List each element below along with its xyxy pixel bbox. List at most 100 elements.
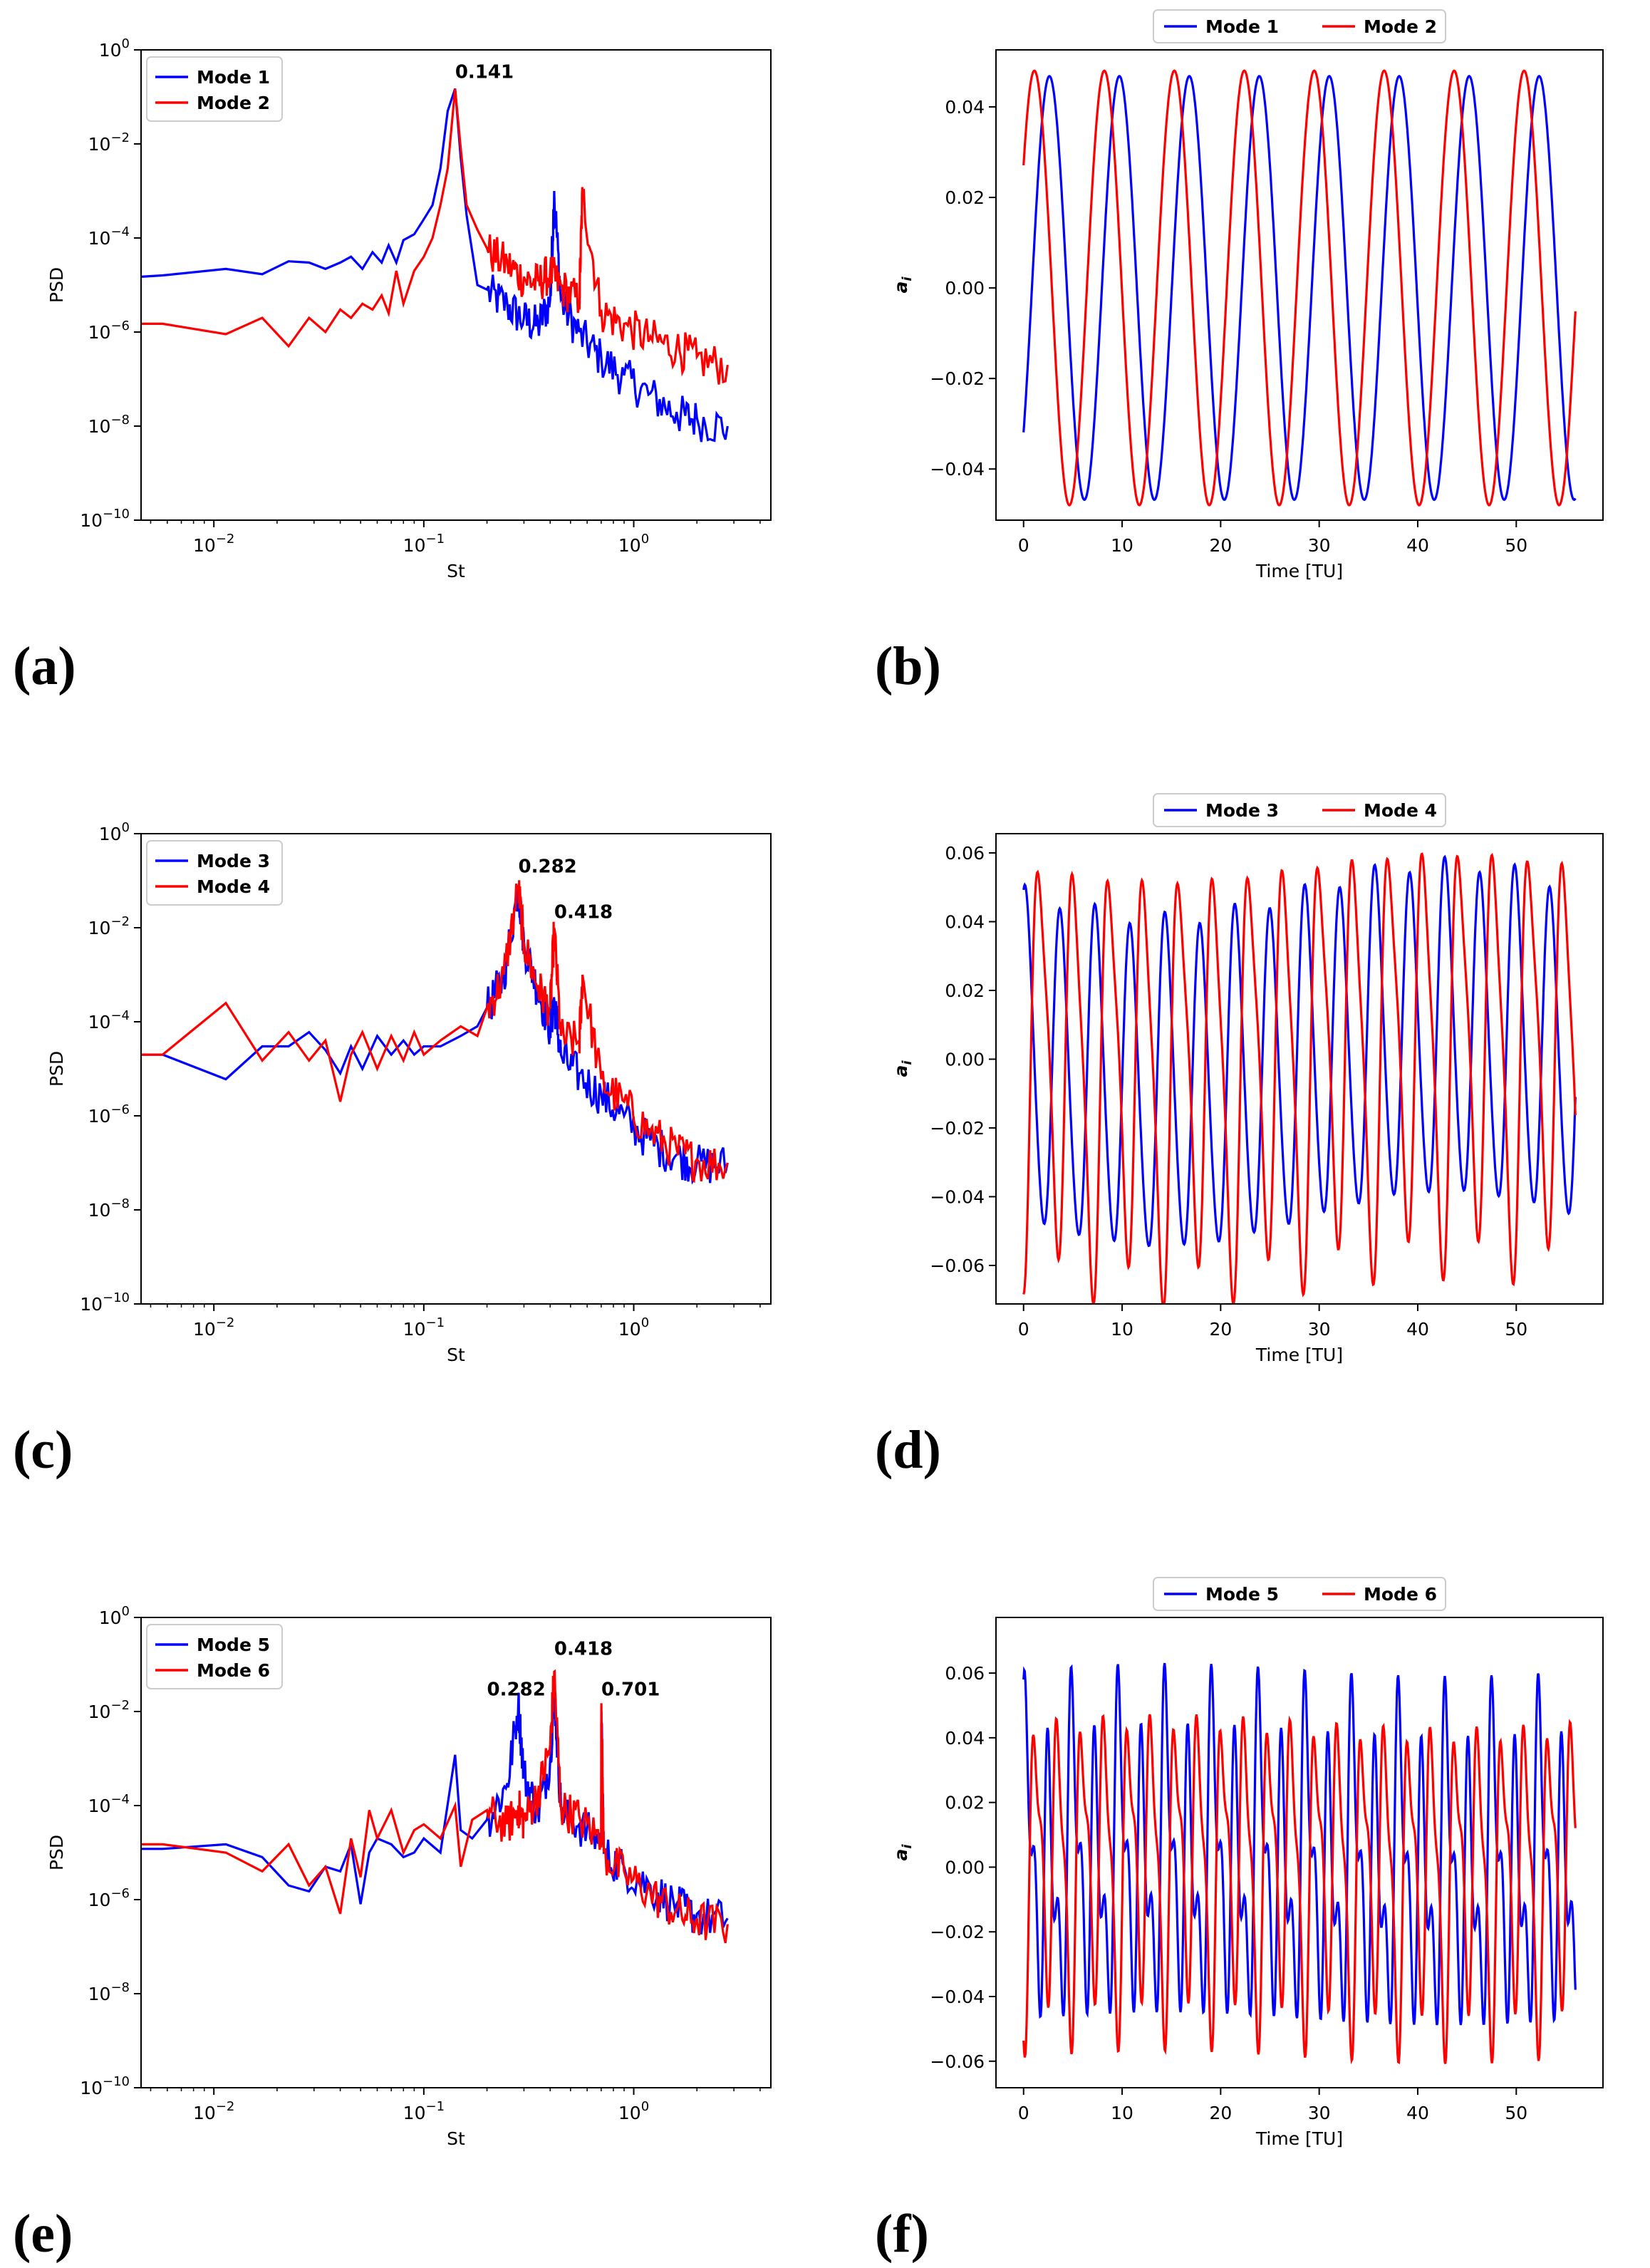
tick-exponent: −1 — [425, 2099, 445, 2114]
tick-exponent: 0 — [641, 532, 649, 547]
tick-exponent: −2 — [216, 532, 235, 547]
tick-exponent: −2 — [216, 1315, 235, 1330]
axes-frame — [995, 49, 1604, 521]
y-tick-label: −0.06 — [930, 2051, 985, 2072]
x-tick-label: 40 — [1406, 1319, 1429, 1340]
legend: Mode 1 Mode 2 — [146, 56, 283, 122]
y-tick-label: 0.04 — [945, 1728, 985, 1749]
series-line-mode-6 — [141, 1669, 729, 1944]
tick-base: 10 — [80, 1294, 103, 1315]
panel-a: 10−2 10−1 10010−1010−810−610−410−2100StPSD… — [13, 36, 772, 696]
y-tick-label: 10−10 — [80, 1290, 130, 1315]
panel-f: 0 10 20 30 40 50 −0.06 −0.04 −0.02 0.00 0.02 0.04 0.… — [875, 1577, 1604, 2264]
tick-base: 10 — [618, 535, 641, 556]
tick-base: 10 — [88, 918, 111, 938]
y-label-sub: i — [900, 1060, 915, 1065]
y-tick-label: −0.04 — [930, 459, 985, 480]
x-tick-label: 10 — [1111, 2103, 1133, 2123]
panel-label: (e) — [13, 2204, 73, 2264]
tick-base: 10 — [88, 322, 111, 343]
legend-box — [1153, 793, 1446, 827]
x-tick-label: 30 — [1308, 2103, 1331, 2123]
series-line-mode-1 — [1022, 74, 1577, 502]
series-line-mode-6 — [1022, 1714, 1577, 2065]
tick-base: 10 — [618, 1319, 641, 1340]
tick-base: 10 — [88, 1106, 111, 1127]
legend: Mode 1 Mode 2 — [1153, 9, 1446, 43]
panel-b: 0 10 20 30 40 50 −0.04 −0.02 0.00 0.02 0.04 Time [T… — [875, 9, 1604, 696]
y-tick-label: 100 — [99, 36, 130, 61]
tick-exponent: 0 — [122, 820, 130, 835]
tick-exponent: −4 — [110, 224, 130, 239]
legend-label: Mode 1 — [1205, 16, 1279, 37]
x-tick-label: 100 — [618, 532, 649, 556]
y-tick-label: 10−8 — [88, 413, 130, 437]
x-tick-label: 20 — [1209, 2103, 1232, 2123]
y-axis-label: PSD — [46, 1835, 67, 1870]
x-tick-label: 10−2 — [193, 532, 234, 556]
x-tick-label: 50 — [1505, 1319, 1527, 1340]
peak-annotation: 0.418 — [554, 902, 613, 923]
panel-label: (c) — [13, 1420, 73, 1480]
legend-box — [1153, 1577, 1446, 1611]
tick-base: 10 — [88, 134, 111, 155]
axes-frame — [140, 49, 772, 521]
y-tick-label: −0.02 — [930, 1118, 985, 1139]
tick-exponent: −8 — [110, 413, 130, 428]
x-tick-label: 20 — [1209, 535, 1232, 556]
legend-box — [1153, 9, 1446, 43]
y-tick-label: −0.06 — [930, 1255, 985, 1276]
panel-label: (f) — [875, 2204, 929, 2264]
tick-base: 10 — [99, 1607, 122, 1628]
x-tick-label: 50 — [1505, 535, 1527, 556]
y-tick-label: 10−2 — [88, 130, 130, 155]
tick-base: 10 — [618, 2103, 641, 2123]
y-axis-label: PSD — [46, 267, 67, 303]
tick-exponent: −8 — [110, 1196, 130, 1211]
legend-label: Mode 6 — [1364, 1584, 1437, 1605]
tick-base: 10 — [88, 1796, 111, 1816]
tick-base: 10 — [403, 535, 426, 556]
tick-base: 10 — [99, 824, 122, 844]
tick-exponent: 0 — [641, 1315, 649, 1330]
legend-box — [146, 840, 283, 906]
y-tick-label: −0.02 — [930, 1922, 985, 1942]
y-tick-label: −0.04 — [930, 1987, 985, 2007]
tick-base: 10 — [99, 40, 122, 61]
tick-exponent: −6 — [110, 319, 130, 333]
legend-label: Mode 1 — [197, 67, 270, 88]
tick-base: 10 — [88, 1200, 111, 1221]
legend-label: Mode 3 — [1205, 800, 1279, 821]
y-tick-label: 0.00 — [945, 1857, 985, 1878]
y-tick-label: 0.06 — [945, 843, 985, 864]
x-tick-label: 0 — [1018, 1319, 1029, 1340]
legend-label: Mode 2 — [1364, 16, 1437, 37]
y-label-base: a — [891, 1065, 911, 1077]
peak-annotation: 0.418 — [554, 1639, 613, 1660]
series-line-mode-3 — [1022, 854, 1577, 1248]
x-tick-label: 100 — [618, 1315, 649, 1340]
series-line-mode-2 — [1022, 69, 1577, 507]
legend: Mode 5 Mode 6 — [1153, 1577, 1446, 1611]
y-tick-label: 10−8 — [88, 1980, 130, 2004]
panel-d: 0 10 20 30 40 50 −0.06 −0.04 −0.02 0.00 0.02 0.04 0.… — [875, 793, 1604, 1480]
tick-exponent: −6 — [110, 1886, 130, 1901]
y-tick-label: 10−10 — [80, 507, 130, 531]
tick-exponent: −10 — [103, 2074, 130, 2089]
y-tick-label: 0.00 — [945, 278, 985, 299]
tick-exponent: −4 — [110, 1792, 130, 1807]
x-axis-label: Time [TU] — [1255, 1345, 1343, 1365]
tick-exponent: −1 — [425, 1315, 445, 1330]
tick-base: 10 — [88, 1702, 111, 1722]
series-line-mode-5 — [141, 1687, 729, 1935]
legend-label: Mode 5 — [1205, 1584, 1279, 1605]
y-axis-label: ai — [891, 276, 915, 294]
y-tick-label: 0.02 — [945, 1793, 985, 1813]
x-tick-label: 40 — [1406, 2103, 1429, 2123]
tick-exponent: 0 — [122, 1604, 130, 1619]
tick-base: 10 — [403, 2103, 426, 2123]
x-tick-label: 10 — [1111, 535, 1133, 556]
tick-base: 10 — [88, 1890, 111, 1910]
peak-annotation: 0.282 — [487, 1679, 546, 1700]
tick-exponent: −6 — [110, 1102, 130, 1117]
